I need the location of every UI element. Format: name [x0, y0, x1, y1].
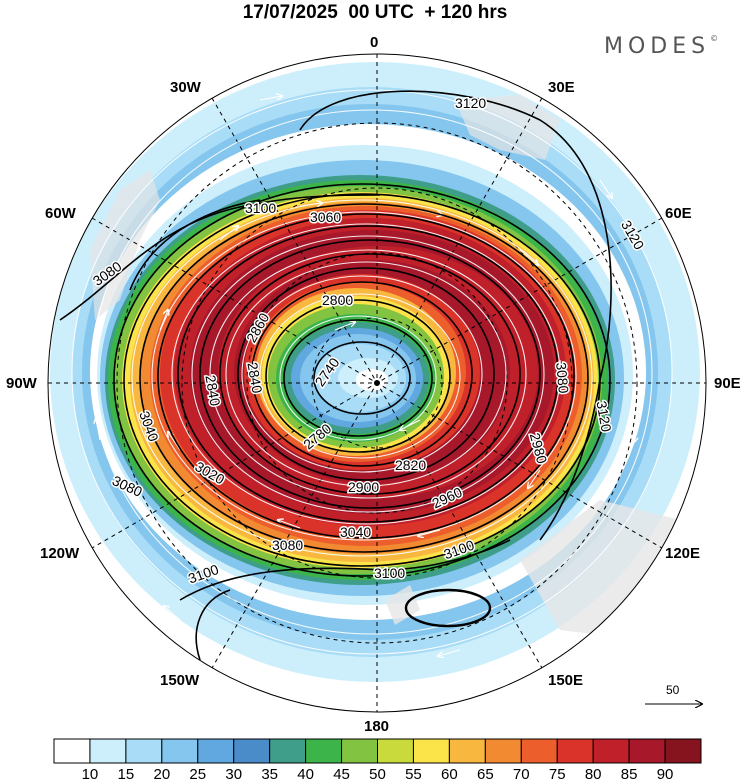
lon-label-90e: 90E: [714, 375, 741, 392]
colorbar-swatch: [233, 738, 271, 764]
colorbar-swatch: [628, 738, 666, 764]
height-contours: [59, 90, 612, 661]
colorbar-swatch: [53, 738, 91, 764]
copyright-mark: ©: [710, 34, 719, 43]
colorbar-tick-label: 35: [261, 766, 278, 783]
colorbar-swatch: [664, 738, 702, 764]
colorbar-swatch: [412, 738, 450, 764]
colorbar-tick-label: 60: [441, 766, 458, 783]
new-zealand-land: [385, 585, 420, 625]
colorbar-swatch: [161, 738, 199, 764]
lon-label-0: 0: [370, 34, 379, 51]
lon-label-150e: 150E: [548, 672, 584, 689]
colorbar-swatch: [341, 738, 378, 764]
lon-label-90w: 90W: [6, 375, 37, 392]
colorbar-tick-label: 25: [189, 766, 207, 783]
colorbar-swatch: [448, 738, 486, 764]
colorbar-swatch: [377, 738, 414, 764]
colorbar-tick-label: 70: [512, 766, 530, 783]
colorbar-tick-label: 40: [297, 766, 314, 783]
contour-label: 3100: [245, 200, 276, 216]
contour-label: 3100: [374, 565, 405, 581]
colorbar-tick-label: 65: [476, 766, 494, 783]
wind-vectors: [71, 89, 673, 655]
brand-text: MODES: [604, 34, 711, 59]
colorbar-swatch: [269, 738, 307, 764]
lon-label-120w: 120W: [40, 545, 80, 562]
colorbar-tick-label: 80: [584, 766, 602, 783]
contour-label: 3120: [455, 95, 486, 111]
colorbar-swatch: [484, 738, 522, 764]
contour-label: 3080: [553, 362, 572, 395]
modes-logo: MODES©: [604, 34, 718, 59]
lon-label-60e: 60E: [665, 205, 692, 222]
colorbar-swatch: [89, 738, 127, 764]
colorbar-tick-label: 10: [81, 766, 99, 783]
colorbar-tick-label: 85: [620, 766, 638, 783]
colorbar-tick-label: 45: [333, 766, 350, 783]
colorbar-tick-label: 15: [117, 766, 135, 783]
contour-label: 2900: [348, 479, 379, 495]
contour-label: 3080: [272, 537, 303, 553]
contour-label: 3040: [340, 524, 371, 540]
map-title: 17/07/2025 00 UTC + 120 hrs: [242, 2, 508, 23]
colorbar-swatch: [305, 738, 343, 764]
colorbar-tick-label: 90: [656, 766, 674, 783]
map-border: [47, 53, 707, 713]
wind-arrowheads: [96, 96, 641, 656]
lon-label-30e: 30E: [548, 79, 575, 96]
lon-label-30w: 30W: [170, 79, 201, 96]
colorbar-tick-label: 55: [405, 766, 422, 783]
lon-label-150w: 150W: [160, 672, 200, 689]
south-pole-marker: [374, 380, 380, 386]
contour-label: 2800: [322, 292, 353, 308]
lon-label-180: 180: [364, 718, 390, 735]
colorbar-tick-label: 20: [153, 766, 171, 783]
colorbar-swatch: [592, 738, 630, 764]
wind-speed-field: [48, 54, 706, 712]
colorbar: [53, 738, 702, 764]
contour-label: 3060: [310, 209, 341, 225]
africa-land: [455, 95, 560, 160]
colorbar-swatch: [520, 738, 558, 764]
colorbar-swatch: [197, 738, 235, 764]
colorbar-tick-label: 30: [225, 766, 243, 783]
contour-label: 2820: [395, 457, 426, 473]
colorbar-tick-label: 50: [369, 766, 386, 783]
lon-label-60w: 60W: [45, 205, 76, 222]
colorbar-swatch: [556, 738, 594, 764]
wind-reference-label: 50: [666, 683, 680, 697]
colorbar-swatch: [125, 738, 163, 764]
colorbar-tick-label: 75: [548, 766, 566, 783]
lon-label-120e: 120E: [665, 545, 701, 562]
